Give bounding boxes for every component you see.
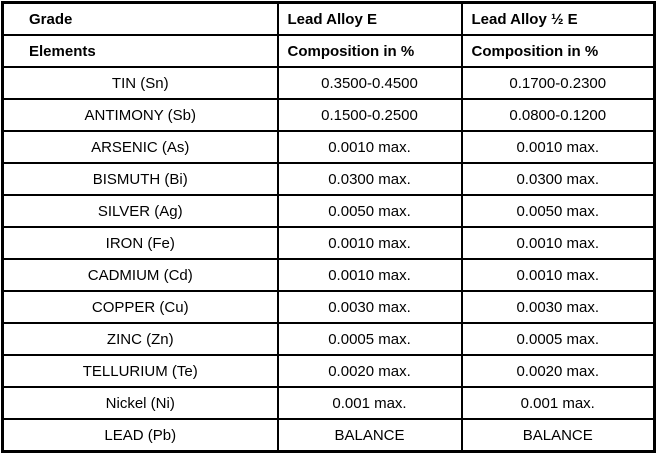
table-row-bismuth: BISMUTH (Bi) 0.0300 max. 0.0300 max. <box>1 162 656 196</box>
table-row-arsenic: ARSENIC (As) 0.0010 max. 0.0010 max. <box>1 130 656 164</box>
element-name-cell: TIN (Sn) <box>1 66 279 100</box>
elements-header-cell: Elements <box>1 34 279 68</box>
alloy-e-value-cell: 0.0010 max. <box>276 258 463 292</box>
table-row-cadmium: CADMIUM (Cd) 0.0010 max. 0.0010 max. <box>1 258 656 292</box>
alloy-e-value-cell: 0.0030 max. <box>276 290 463 324</box>
alloy-e-value-cell: 0.0300 max. <box>276 162 463 196</box>
element-name-cell: BISMUTH (Bi) <box>1 162 279 196</box>
alloy-e-value-cell: 0.001 max. <box>276 386 463 420</box>
table-row-lead: LEAD (Pb) BALANCE BALANCE <box>1 418 656 453</box>
alloy-half-e-value-cell: 0.0030 max. <box>460 290 656 324</box>
alloy-half-e-value-cell: 0.0005 max. <box>460 322 656 356</box>
element-name-cell: ZINC (Zn) <box>1 322 279 356</box>
table-row-zinc: ZINC (Zn) 0.0005 max. 0.0005 max. <box>1 322 656 356</box>
table-row-nickel: Nickel (Ni) 0.001 max. 0.001 max. <box>1 386 656 420</box>
element-name-cell: LEAD (Pb) <box>1 418 279 453</box>
alloy-half-e-value-cell: BALANCE <box>460 418 656 453</box>
grade-header-row: Grade Lead Alloy E Lead Alloy ½ E <box>1 1 656 36</box>
alloy-half-e-value-cell: 0.0010 max. <box>460 130 656 164</box>
table-row-tin: TIN (Sn) 0.3500-0.4500 0.1700-0.2300 <box>1 66 656 100</box>
alloy-half-e-value-cell: 0.001 max. <box>460 386 656 420</box>
grade-header-cell: Grade <box>1 1 279 36</box>
alloy-e-value-cell: 0.3500-0.4500 <box>276 66 463 100</box>
table-row-silver: SILVER (Ag) 0.0050 max. 0.0050 max. <box>1 194 656 228</box>
alloy-e-value-cell: 0.0005 max. <box>276 322 463 356</box>
element-name-cell: CADMIUM (Cd) <box>1 258 279 292</box>
alloy-half-e-value-cell: 0.0300 max. <box>460 162 656 196</box>
alloy-e-value-cell: BALANCE <box>276 418 463 453</box>
alloy-e-value-cell: 0.1500-0.2500 <box>276 98 463 132</box>
alloy-e-value-cell: 0.0010 max. <box>276 226 463 260</box>
element-name-cell: ANTIMONY (Sb) <box>1 98 279 132</box>
alloy-e-header-cell: Lead Alloy E <box>276 1 463 36</box>
alloy-e-value-cell: 0.0010 max. <box>276 130 463 164</box>
alloy-half-e-value-cell: 0.0050 max. <box>460 194 656 228</box>
element-name-cell: Nickel (Ni) <box>1 386 279 420</box>
alloy-half-e-value-cell: 0.0020 max. <box>460 354 656 388</box>
alloy-half-e-value-cell: 0.0010 max. <box>460 258 656 292</box>
alloy-e-value-cell: 0.0050 max. <box>276 194 463 228</box>
elements-header-row: Elements Composition in % Composition in… <box>1 34 656 68</box>
element-name-cell: SILVER (Ag) <box>1 194 279 228</box>
alloy-half-e-value-cell: 0.1700-0.2300 <box>460 66 656 100</box>
alloy-half-e-value-cell: 0.0800-0.1200 <box>460 98 656 132</box>
table-row-tellurium: TELLURIUM (Te) 0.0020 max. 0.0020 max. <box>1 354 656 388</box>
table-row-iron: IRON (Fe) 0.0010 max. 0.0010 max. <box>1 226 656 260</box>
composition-e-header-cell: Composition in % <box>276 34 463 68</box>
element-name-cell: COPPER (Cu) <box>1 290 279 324</box>
element-name-cell: IRON (Fe) <box>1 226 279 260</box>
composition-half-e-header-cell: Composition in % <box>460 34 656 68</box>
element-name-cell: ARSENIC (As) <box>1 130 279 164</box>
table-row-copper: COPPER (Cu) 0.0030 max. 0.0030 max. <box>1 290 656 324</box>
table-row-antimony: ANTIMONY (Sb) 0.1500-0.2500 0.0800-0.120… <box>1 98 656 132</box>
alloy-half-e-header-cell: Lead Alloy ½ E <box>460 1 656 36</box>
alloy-e-value-cell: 0.0020 max. <box>276 354 463 388</box>
element-name-cell: TELLURIUM (Te) <box>1 354 279 388</box>
alloy-half-e-value-cell: 0.0010 max. <box>460 226 656 260</box>
